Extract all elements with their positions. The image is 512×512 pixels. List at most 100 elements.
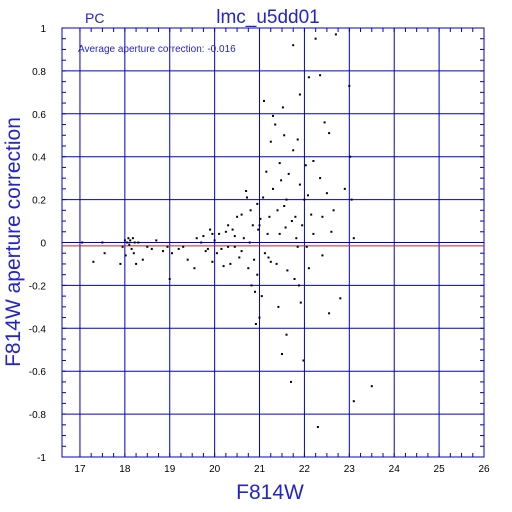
data-point bbox=[131, 237, 134, 240]
data-point bbox=[236, 215, 239, 218]
data-point bbox=[200, 241, 203, 244]
data-point bbox=[238, 256, 241, 259]
average-annotation: Average aperture correction: -0.016 bbox=[78, 44, 236, 55]
x-tick-label: 24 bbox=[389, 464, 401, 475]
x-tick-label: 19 bbox=[164, 464, 176, 475]
data-point bbox=[292, 44, 295, 47]
y-axis-label: F814W aperture correction bbox=[2, 117, 25, 367]
data-point bbox=[253, 258, 256, 261]
data-point bbox=[155, 239, 158, 242]
data-point bbox=[348, 84, 351, 87]
y-tick-label: -0.6 bbox=[29, 367, 47, 378]
data-point bbox=[81, 241, 84, 244]
data-point bbox=[254, 323, 257, 325]
data-point bbox=[101, 241, 104, 244]
data-point bbox=[281, 106, 284, 109]
data-point bbox=[310, 213, 313, 216]
y-tick-label: -0.2 bbox=[29, 281, 47, 292]
data-point bbox=[281, 353, 283, 355]
x-tick-label: 26 bbox=[478, 464, 490, 475]
data-point bbox=[250, 284, 253, 287]
data-point bbox=[294, 215, 297, 218]
data-point bbox=[256, 273, 259, 276]
data-point bbox=[245, 190, 248, 192]
data-point bbox=[284, 226, 287, 229]
data-point bbox=[206, 247, 209, 250]
data-point bbox=[215, 252, 218, 255]
y-tick-label: -1 bbox=[37, 453, 46, 464]
data-point bbox=[127, 237, 130, 240]
data-point bbox=[302, 359, 305, 362]
data-point bbox=[218, 232, 221, 235]
data-point bbox=[285, 198, 288, 201]
data-point bbox=[312, 232, 315, 235]
data-point bbox=[278, 232, 281, 235]
data-point bbox=[263, 252, 266, 255]
data-point bbox=[296, 245, 299, 248]
x-tick-label: 18 bbox=[119, 464, 131, 475]
data-point bbox=[269, 260, 272, 263]
data-point bbox=[265, 170, 268, 173]
data-point bbox=[177, 247, 180, 250]
data-point bbox=[319, 74, 322, 77]
data-point bbox=[266, 232, 269, 235]
data-point bbox=[334, 33, 337, 36]
data-point bbox=[247, 267, 250, 270]
data-point bbox=[339, 297, 342, 300]
data-point bbox=[332, 209, 335, 212]
data-point bbox=[213, 239, 216, 242]
data-point bbox=[286, 269, 289, 272]
data-point bbox=[220, 247, 223, 250]
data-point bbox=[298, 284, 300, 287]
y-tick-label: 1 bbox=[40, 24, 46, 35]
data-point bbox=[259, 217, 262, 220]
data-point bbox=[240, 213, 243, 216]
data-point bbox=[343, 187, 346, 190]
data-point bbox=[298, 93, 301, 96]
y-tick-label: 0.4 bbox=[32, 153, 46, 164]
x-tick-label: 22 bbox=[299, 464, 311, 475]
data-point bbox=[257, 228, 260, 231]
data-point bbox=[182, 245, 185, 248]
data-point bbox=[283, 205, 286, 207]
x-axis-label: F814W bbox=[236, 481, 304, 504]
data-point bbox=[193, 267, 196, 270]
x-tick-label: 21 bbox=[254, 464, 266, 475]
x-tick-label: 23 bbox=[344, 464, 356, 475]
data-point bbox=[293, 278, 296, 280]
data-point bbox=[121, 245, 124, 248]
data-point bbox=[227, 245, 230, 248]
data-point bbox=[128, 243, 131, 246]
data-point bbox=[166, 245, 169, 248]
data-point bbox=[349, 155, 352, 158]
data-point bbox=[307, 76, 310, 79]
y-tick-label: 0.6 bbox=[32, 110, 46, 121]
data-point bbox=[126, 241, 129, 244]
data-point bbox=[267, 256, 270, 259]
data-point bbox=[301, 224, 304, 227]
data-point bbox=[307, 267, 310, 270]
data-points bbox=[81, 33, 373, 428]
data-point bbox=[304, 164, 307, 167]
data-point bbox=[129, 239, 132, 242]
plot-frame bbox=[61, 27, 485, 458]
x-tick-label: 20 bbox=[209, 464, 221, 475]
data-point bbox=[262, 196, 265, 199]
data-point bbox=[280, 179, 283, 182]
data-point bbox=[290, 220, 293, 222]
data-point bbox=[370, 385, 373, 388]
data-point bbox=[296, 138, 299, 141]
data-point bbox=[195, 237, 198, 240]
data-point bbox=[272, 114, 274, 117]
data-point bbox=[123, 239, 126, 242]
data-point bbox=[263, 99, 265, 102]
data-point bbox=[325, 192, 328, 195]
data-point bbox=[211, 232, 214, 235]
data-point bbox=[133, 241, 136, 244]
data-point bbox=[328, 312, 331, 315]
plot-grid bbox=[62, 27, 485, 458]
data-point bbox=[246, 196, 248, 199]
y-tick-label: 0.2 bbox=[32, 196, 46, 207]
data-point bbox=[352, 237, 355, 240]
